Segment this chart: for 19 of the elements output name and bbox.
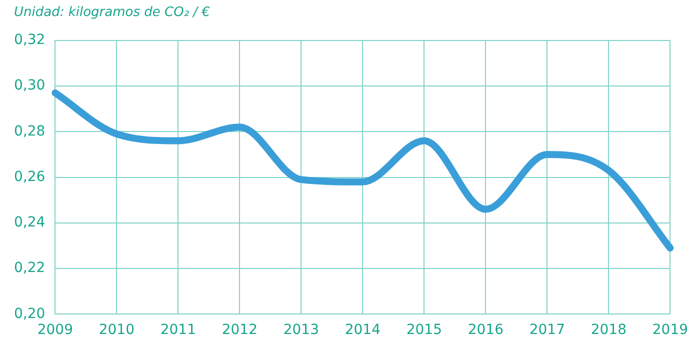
- x-tick-label: 2013: [283, 322, 319, 338]
- x-tick-label: 2012: [222, 322, 258, 338]
- y-tick-label: 0,30: [14, 78, 46, 94]
- x-tick-label: 2017: [529, 322, 566, 338]
- y-tick-label: 0,26: [14, 168, 46, 185]
- x-tick-label: 2011: [160, 322, 196, 338]
- y-tick-label: 0,28: [14, 123, 46, 140]
- x-tick-label: 2009: [37, 322, 73, 338]
- x-tick-label: 2015: [406, 322, 442, 338]
- y-tick-label: 0,20: [14, 306, 46, 322]
- x-tick-label: 2010: [98, 322, 134, 338]
- y-tick-label: 0,24: [14, 214, 46, 231]
- x-tick-label: 2016: [468, 322, 504, 338]
- chart-title: Unidad: kilogramos de CO₂ / €: [14, 5, 210, 20]
- y-tick-label: 0,22: [14, 260, 46, 276]
- x-tick-label: 2019: [652, 322, 688, 338]
- y-tick-label: 0,32: [14, 32, 46, 48]
- x-tick-label: 2014: [344, 322, 381, 338]
- x-tick-label: 2018: [590, 322, 627, 338]
